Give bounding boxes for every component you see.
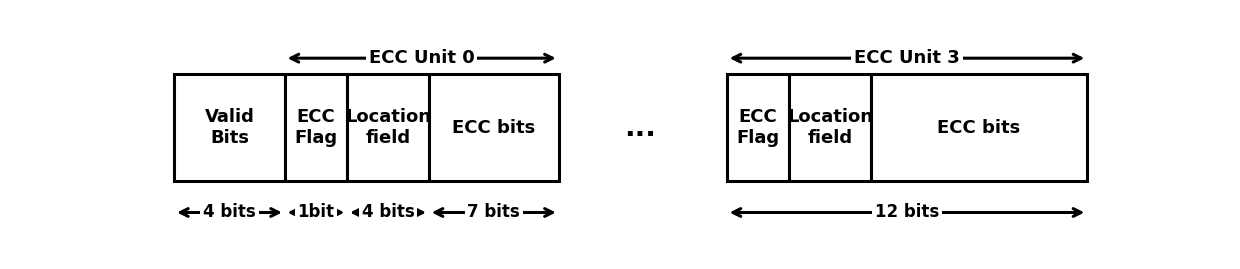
Text: Location
field: Location field — [787, 108, 873, 147]
Text: Location
field: Location field — [345, 108, 432, 147]
Bar — [285, 74, 347, 181]
Text: 7 bits: 7 bits — [467, 203, 520, 221]
Text: ECC Unit 3: ECC Unit 3 — [854, 49, 960, 67]
Text: 12 bits: 12 bits — [875, 203, 939, 221]
Text: ECC bits: ECC bits — [937, 119, 1021, 137]
Bar — [789, 74, 870, 181]
Text: 1bit: 1bit — [298, 203, 335, 221]
Bar — [727, 74, 789, 181]
Text: ECC Unit 0: ECC Unit 0 — [368, 49, 475, 67]
Text: Valid
Bits: Valid Bits — [205, 108, 254, 147]
Bar — [347, 74, 429, 181]
Text: ECC
Flag: ECC Flag — [737, 108, 780, 147]
Text: ...: ... — [625, 114, 656, 141]
Bar — [429, 74, 558, 181]
Text: ECC bits: ECC bits — [453, 119, 536, 137]
Bar — [174, 74, 285, 181]
Bar — [870, 74, 1087, 181]
Text: 4 bits: 4 bits — [203, 203, 255, 221]
Text: 4 bits: 4 bits — [362, 203, 414, 221]
Text: ECC
Flag: ECC Flag — [294, 108, 337, 147]
